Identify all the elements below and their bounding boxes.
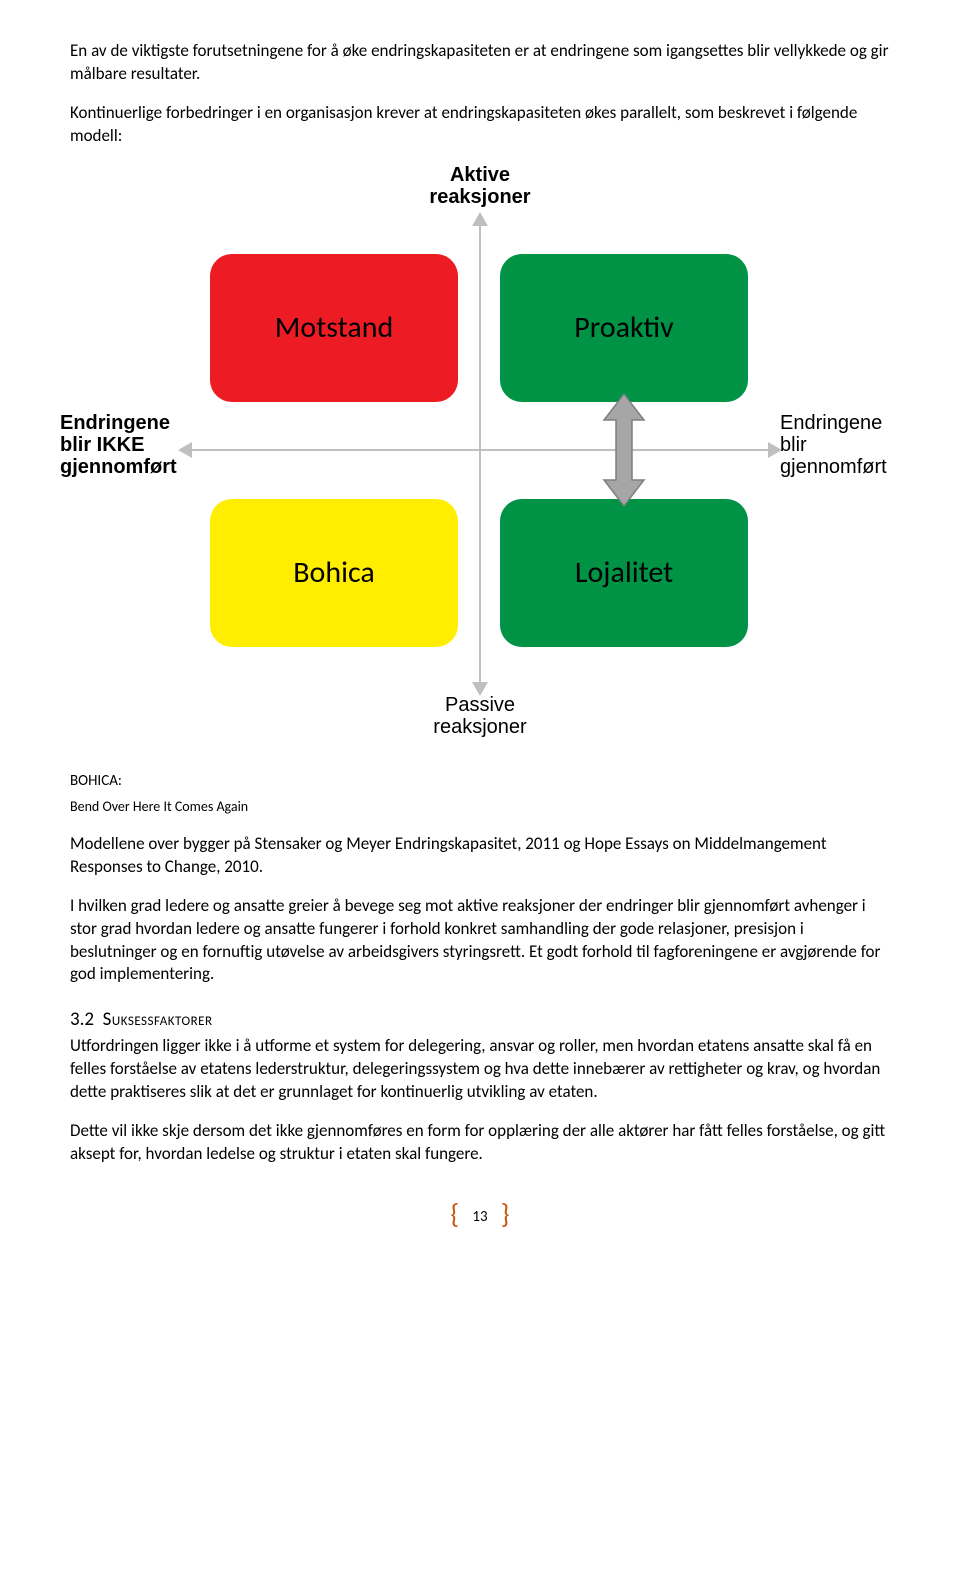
- heading-number: 3.2: [70, 1008, 94, 1031]
- brace-left-icon: {: [450, 1200, 459, 1228]
- vertical-axis: [479, 224, 481, 684]
- page-number: { 13 }: [454, 1206, 505, 1228]
- quad-bohica: Bohica: [210, 499, 458, 647]
- quad-label: Bohica: [293, 554, 375, 591]
- axis-label-text: Passive reaksjoner: [433, 694, 526, 738]
- bidirectional-arrow-icon: [600, 394, 648, 506]
- horizontal-axis: [190, 449, 770, 451]
- quad-proaktiv: Proaktiv: [500, 254, 748, 402]
- axis-label-top: Aktive reaksjoner: [425, 164, 535, 208]
- axis-label-text: Endringene blir IKKE gjennomført: [60, 412, 177, 478]
- quadrant-diagram: Motstand Proaktiv Bohica Lojalitet Aktiv…: [70, 164, 890, 744]
- paragraph-3: Modellene over bygger på Stensaker og Me…: [70, 833, 890, 879]
- axis-label-right: Endringene blir gjennomført: [780, 412, 910, 478]
- axis-label-text: Aktive reaksjoner: [429, 164, 530, 208]
- bohica-definition: Bend Over Here It Comes Again: [70, 798, 890, 815]
- page-number-wrap: { 13 }: [70, 1206, 890, 1228]
- paragraph-1: En av de viktigste forutsetningene for å…: [70, 40, 890, 86]
- heading-text: Suksessfaktorer: [103, 1008, 213, 1031]
- bohica-label: BOHICA:: [70, 772, 890, 790]
- axis-label-left: Endringene blir IKKE gjennomført: [60, 412, 190, 478]
- paragraph-6: Dette vil ikke skje dersom det ikke gjen…: [70, 1120, 890, 1166]
- page-number-value: 13: [472, 1208, 487, 1226]
- section-heading: 3.2 Suksessfaktorer: [70, 1008, 890, 1031]
- arrow-up-icon: [472, 212, 488, 226]
- axis-label-text: Endringene blir gjennomført: [780, 412, 887, 478]
- quad-label: Lojalitet: [575, 554, 673, 591]
- quad-label: Motstand: [275, 309, 394, 346]
- quad-lojalitet: Lojalitet: [500, 499, 748, 647]
- quad-motstand: Motstand: [210, 254, 458, 402]
- brace-right-icon: }: [501, 1200, 510, 1228]
- paragraph-5: Utfordringen ligger ikke i å utforme et …: [70, 1035, 890, 1104]
- paragraph-4: I hvilken grad ledere og ansatte greier …: [70, 895, 890, 987]
- quad-label: Proaktiv: [574, 309, 673, 346]
- paragraph-2: Kontinuerlige forbedringer i en organisa…: [70, 102, 890, 148]
- axis-label-bottom: Passive reaksjoner: [425, 694, 535, 738]
